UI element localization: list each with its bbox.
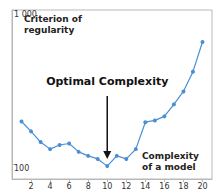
- svg-text:100: 100: [14, 164, 29, 173]
- svg-text:1 000: 1 000: [14, 10, 37, 19]
- svg-text:12: 12: [121, 182, 131, 191]
- svg-text:Criterion of: Criterion of: [24, 13, 85, 24]
- svg-text:18: 18: [178, 182, 188, 191]
- svg-text:14: 14: [140, 182, 150, 191]
- svg-text:16: 16: [159, 182, 169, 191]
- svg-text:regularity: regularity: [24, 25, 74, 35]
- svg-text:8: 8: [86, 182, 91, 191]
- svg-text:Complexity: Complexity: [142, 151, 202, 161]
- svg-text:10: 10: [102, 182, 112, 191]
- svg-text:of a model: of a model: [142, 162, 196, 172]
- svg-text:4: 4: [48, 182, 53, 191]
- svg-text:6: 6: [67, 182, 72, 191]
- svg-text:20: 20: [197, 182, 207, 191]
- svg-text:2: 2: [29, 182, 34, 191]
- svg-text:Optimal Complexity: Optimal Complexity: [46, 75, 168, 88]
